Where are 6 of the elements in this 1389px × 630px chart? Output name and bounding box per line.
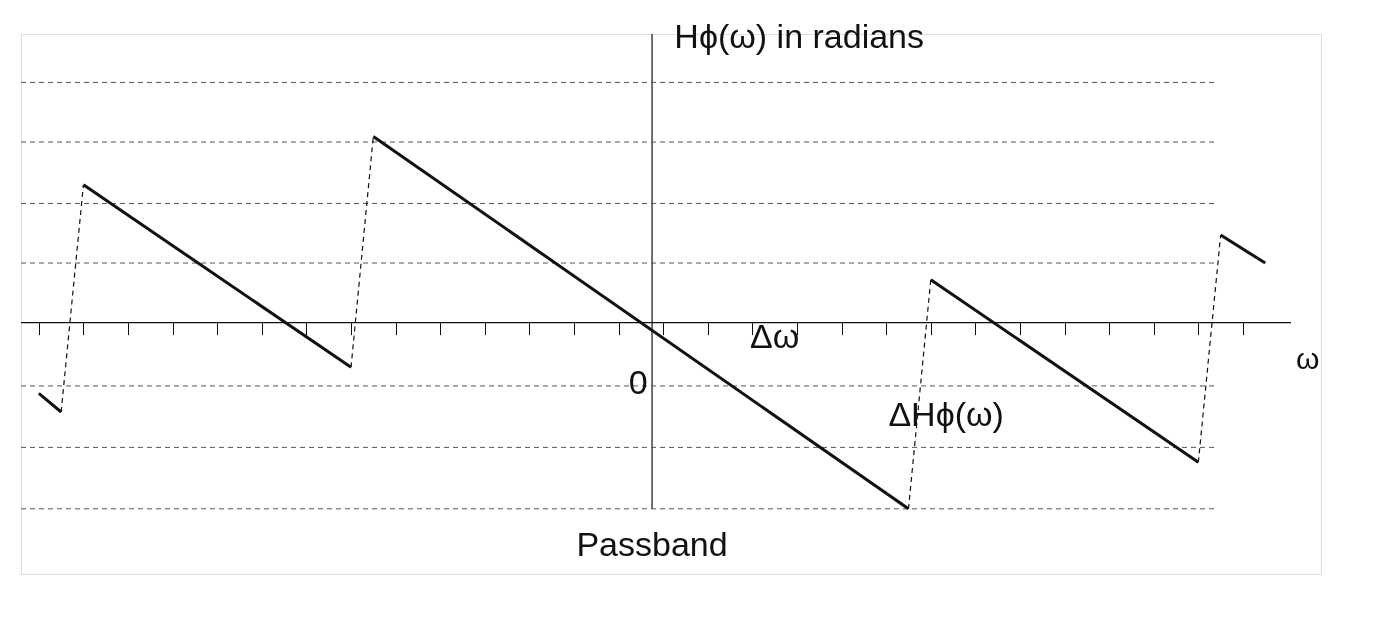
annotation: 0	[628, 363, 648, 402]
annotation: ΔHϕ(ω)	[888, 394, 1004, 433]
text: Passband	[576, 525, 728, 564]
x-axis-title: ω	[1295, 341, 1320, 375]
y-axis-title: Hϕ(ω) in radians	[674, 16, 924, 55]
annotation: Δω	[750, 316, 800, 355]
